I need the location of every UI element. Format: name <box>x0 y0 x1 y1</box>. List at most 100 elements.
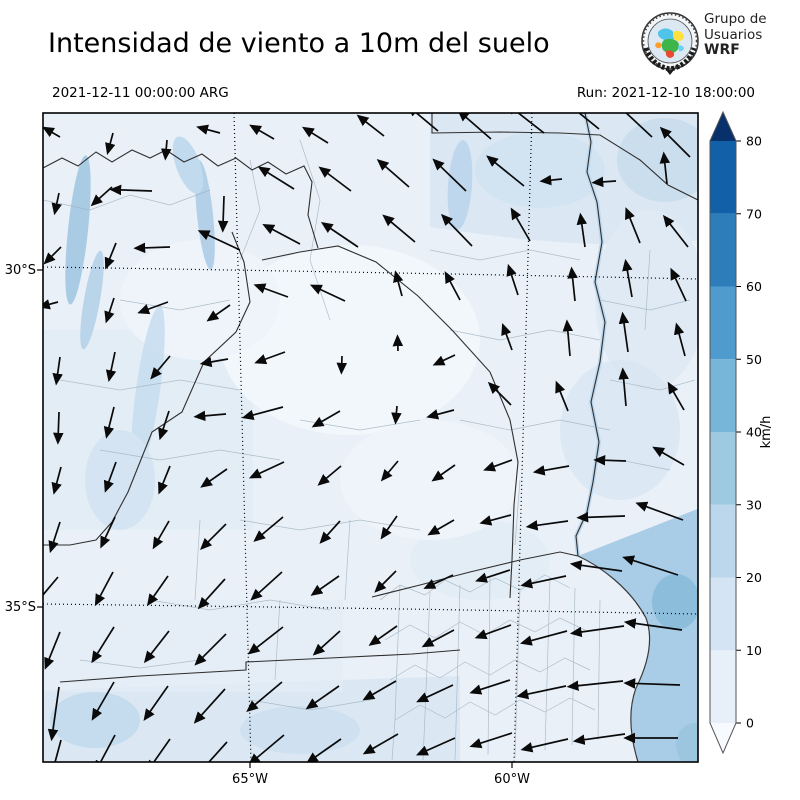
logo-text: Grupo de Usuarios WRF <box>704 11 767 59</box>
wind-arrow <box>622 555 679 576</box>
wind-arrow <box>393 270 404 297</box>
wind-arrow <box>248 461 285 479</box>
gridline-35s <box>43 603 698 615</box>
wind-arrow <box>520 738 569 753</box>
wind-arrow <box>133 242 171 254</box>
wind-arrow <box>254 351 286 365</box>
wind-arrow <box>109 184 153 196</box>
wind-arrow <box>431 464 456 482</box>
wind-arrow <box>487 381 512 406</box>
wind-arrow <box>475 569 511 583</box>
wind-arrow <box>104 297 115 324</box>
logo-line-2: Usuarios <box>704 26 763 43</box>
wind-arrow <box>312 630 341 656</box>
wind-arrow <box>51 466 62 495</box>
wind-arrow <box>146 575 169 607</box>
gridline-60w <box>513 113 533 762</box>
colorbar-under-arrow <box>710 723 736 753</box>
wind-arrow <box>432 354 456 366</box>
valid-time-label: 2021-12-11 00:00:00 ARG <box>52 85 229 101</box>
wind-arrow <box>572 733 626 745</box>
gridline-30s <box>43 266 698 280</box>
graticule <box>43 113 698 762</box>
wind-arrow <box>309 284 346 302</box>
wind-arrow <box>249 124 275 140</box>
colorbar-tick-label: 0 <box>746 716 754 731</box>
wind-arrow <box>505 113 545 134</box>
wind-arrow <box>406 113 439 132</box>
wind-arrow <box>415 737 456 756</box>
wind-arrow <box>317 465 342 486</box>
colorbar-outline <box>709 110 737 755</box>
wind-arrow <box>246 681 283 713</box>
wind-arrow <box>374 570 397 593</box>
wind-arrow <box>197 230 241 251</box>
wind-arrow <box>103 406 115 439</box>
wind-arrow <box>569 625 625 638</box>
wind-arrow <box>444 271 461 301</box>
wind-arrow <box>143 685 169 721</box>
wind-arrow <box>253 516 284 542</box>
wind-arrow <box>253 283 289 298</box>
run-time-label: Run: 2021-12-10 18:00:00 <box>576 85 755 101</box>
colorbar-tick-label: 60 <box>746 279 762 294</box>
colorbar-segment <box>710 432 736 505</box>
wind-arrow <box>421 629 455 648</box>
colorbar-tick-label: 20 <box>746 570 762 585</box>
colorbar: 0 10 20 30 40 50 60 70 80 <box>710 112 762 753</box>
wind-arrow <box>506 263 519 296</box>
wind-arrow <box>532 465 570 476</box>
wind-arrow <box>623 618 683 631</box>
wind-arrow <box>53 411 64 445</box>
wind-arrow <box>104 242 117 270</box>
wind-arrow <box>670 267 687 302</box>
gridline-65w <box>233 113 252 762</box>
wind-arrow <box>416 684 454 703</box>
colorbar-segment <box>710 213 736 287</box>
wind-arrow <box>262 223 301 245</box>
colorbar-tick-label: 40 <box>746 425 762 440</box>
map-frame <box>42 112 699 763</box>
wind-arrow <box>368 625 398 646</box>
wind-arrow <box>469 732 513 749</box>
wind-arrow <box>150 355 171 380</box>
wind-arrow <box>622 258 633 298</box>
wind-arrow <box>196 124 221 135</box>
wind-arrow <box>382 214 416 243</box>
province-boundaries <box>43 113 698 683</box>
wind-arrow <box>158 465 171 495</box>
wind-arrow <box>391 405 402 425</box>
page-title: Intensidad de viento a 10m del suelo <box>48 28 550 59</box>
wind-arrow <box>257 166 295 190</box>
wind-arrow <box>305 685 340 710</box>
colorbar-over-arrow <box>710 112 736 141</box>
wind-arrow <box>562 319 574 357</box>
wrf-logo-icon <box>641 12 699 75</box>
wind-arrow <box>613 113 653 138</box>
wind-arrow <box>206 304 231 322</box>
wind-arrow <box>593 455 627 466</box>
wind-arrow <box>376 158 410 188</box>
wind-arrow <box>146 738 171 762</box>
wind-arrow <box>576 212 588 248</box>
wind-arrow <box>591 176 617 188</box>
wind-arrow <box>356 114 385 137</box>
wind-arrow <box>137 301 169 315</box>
wind-arrow <box>380 460 399 482</box>
wind-arrow <box>362 680 397 701</box>
wind-arrow <box>667 381 685 411</box>
wind-arrow <box>525 520 569 531</box>
wind-arrow <box>566 680 624 691</box>
wind-arrow <box>47 686 60 742</box>
wind-arrow <box>380 515 398 540</box>
wind-arrow <box>44 631 61 670</box>
wind-arrow <box>486 155 525 187</box>
wind-arrow <box>301 126 329 144</box>
wind-arrow <box>457 113 492 140</box>
wind-arrow <box>100 516 116 549</box>
wind-arrow <box>54 739 62 762</box>
wind-arrow <box>483 459 513 472</box>
wind-arrow <box>199 356 229 368</box>
colorbar-tick-label: 70 <box>746 206 762 221</box>
wind-arrow <box>576 512 626 523</box>
